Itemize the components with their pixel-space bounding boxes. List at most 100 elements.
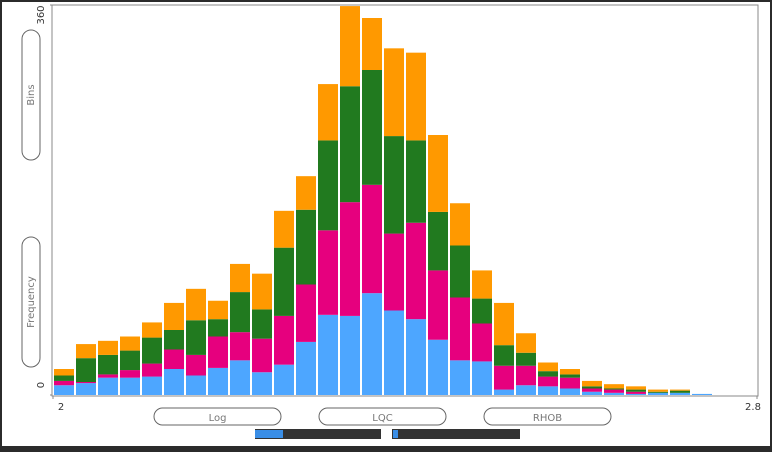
bar-segment (362, 293, 382, 395)
bar-segment (626, 389, 646, 392)
bar-segment (428, 135, 448, 212)
slider[interactable] (392, 429, 520, 439)
bar-segment (54, 385, 74, 395)
bar-segment (560, 388, 580, 395)
bar-segment (692, 393, 712, 395)
bar-segment (98, 374, 118, 378)
bar-segment (296, 176, 316, 210)
bar-segment (494, 302, 514, 346)
bar-segment (296, 209, 316, 285)
bar-segment (494, 365, 514, 390)
bar-segment (252, 273, 272, 310)
bar-segment (582, 386, 602, 389)
bar-segment (582, 388, 602, 392)
bar-segment (516, 365, 536, 386)
axis-button[interactable]: Bins (21, 29, 41, 161)
slider[interactable] (255, 429, 381, 439)
bar-segment (538, 371, 558, 377)
bar-segment (428, 211, 448, 271)
bar-segment (384, 233, 404, 311)
x-tick-label: 2 (58, 402, 64, 413)
toggle-button[interactable]: RHOB (483, 407, 612, 426)
bar-segment (54, 380, 74, 386)
bar-segment (428, 270, 448, 340)
bar-segment (252, 372, 272, 395)
bar-segment (318, 230, 338, 315)
button-box (483, 407, 612, 426)
bar-segment (648, 392, 668, 395)
bar-segment (472, 323, 492, 362)
y-axis-label: Frequency (26, 276, 37, 328)
bar-segment (76, 382, 96, 384)
bar-segment (164, 330, 184, 350)
bar-segment (604, 392, 624, 395)
bar-segment (340, 6, 360, 87)
bar-segment (604, 388, 624, 390)
bar-segment (142, 363, 162, 377)
bar-segment (230, 332, 250, 361)
bar-segment (120, 336, 140, 351)
bar-segment (516, 333, 536, 353)
bar-segment (274, 364, 294, 395)
bar-segment (450, 360, 470, 395)
bar-segment (384, 310, 404, 395)
bar-segment (230, 292, 250, 333)
bar-segment (362, 184, 382, 294)
bar-segment (120, 350, 140, 371)
bar-segment (164, 349, 184, 369)
bar-segment (670, 390, 690, 393)
bar-segment (230, 360, 250, 395)
bar-segment (142, 376, 162, 395)
bar-segment (186, 354, 206, 376)
toggle-button[interactable]: Log (153, 407, 282, 426)
bar-segment (98, 340, 118, 355)
bar-segment (54, 375, 74, 381)
bar-segment (296, 341, 316, 395)
bar-segment (450, 297, 470, 361)
bar-segment (252, 309, 272, 339)
bar-segment (274, 247, 294, 316)
bar-segment (76, 383, 96, 395)
bar-segment (164, 302, 184, 330)
bar-segment (318, 314, 338, 395)
bar-segment (186, 375, 206, 395)
bar-segment (406, 319, 426, 395)
bar-segment (274, 210, 294, 248)
y-tick-label: 360 (36, 5, 47, 24)
bar-segment (604, 384, 624, 389)
bar-segment (142, 322, 162, 338)
y-axis-label: Bins (26, 84, 37, 105)
bar-segment (472, 270, 492, 299)
axis-button-box (21, 236, 41, 368)
bar-segment (340, 202, 360, 316)
toggle-button[interactable]: LQC (318, 407, 447, 426)
bar-segment (582, 380, 602, 387)
bar-segment (406, 140, 426, 223)
bar-segment (604, 389, 624, 393)
bar-segment (98, 377, 118, 395)
button-box (318, 407, 447, 426)
bar-segment (560, 369, 580, 375)
bar-segment (208, 319, 228, 337)
bar-segment (340, 315, 360, 395)
slider-fill (255, 430, 283, 438)
x-tick-label: 2.8 (745, 402, 761, 413)
button-label: RHOB (533, 413, 562, 424)
bar-segment (472, 361, 492, 395)
axis-button-box (21, 29, 41, 161)
bar-segment (560, 377, 580, 389)
bar-segment (472, 298, 492, 324)
bar-segment (384, 136, 404, 234)
bar-segment (648, 389, 668, 392)
bar-segment (296, 284, 316, 342)
bar-segment (340, 86, 360, 203)
bar-segment (406, 222, 426, 320)
bar-segment (54, 369, 74, 376)
bar-segment (98, 354, 118, 375)
bar-segment (626, 393, 646, 395)
bar-segment (208, 300, 228, 320)
bar-segment (230, 263, 250, 293)
axis-button[interactable]: Frequency (21, 236, 41, 368)
bar-segment (450, 203, 470, 246)
